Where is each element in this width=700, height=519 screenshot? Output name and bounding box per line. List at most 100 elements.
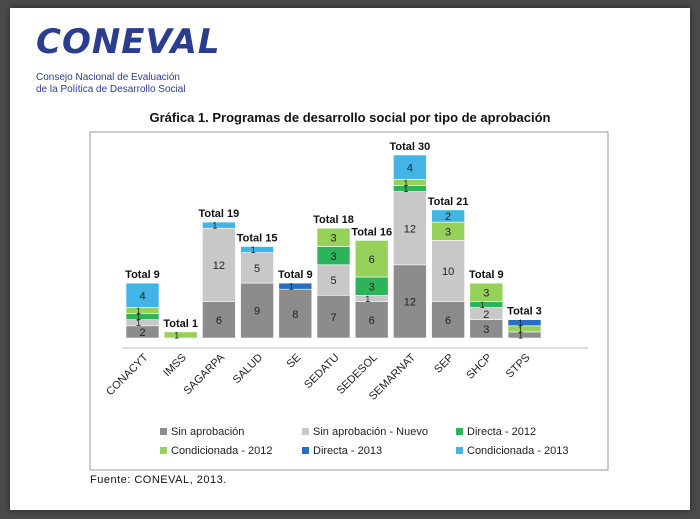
bar-value-label: 3 [330, 233, 336, 245]
bar-total-label: Total 9 [278, 269, 313, 281]
bar-value-label: 1 [289, 282, 294, 292]
bar-total-label: Total 18 [313, 214, 354, 226]
bar-segment [431, 240, 465, 302]
bar-value-label: 6 [369, 254, 375, 266]
bar-total-label: Total 9 [469, 269, 504, 281]
bar-segment [240, 246, 274, 253]
bar-value-label: 3 [369, 281, 375, 293]
legend-swatch [456, 428, 463, 435]
bar-value-label: 1 [136, 318, 141, 328]
legend-label: Sin aprobación - Nuevo [313, 426, 428, 438]
bar-segment [393, 264, 427, 339]
legend-label: Condicionada - 2012 [171, 445, 273, 457]
bar-value-label: 1 [251, 245, 256, 255]
bar-value-label: 4 [139, 290, 145, 302]
bar-value-label: 1 [136, 306, 141, 316]
bar-value-label: 7 [330, 312, 336, 324]
bar-value-label: 2 [139, 327, 145, 339]
bar-segment [278, 282, 313, 290]
bar-total-label: Total 9 [125, 269, 160, 281]
legend-label: Directa - 2012 [467, 426, 536, 438]
bar-total-label: Total 21 [428, 196, 469, 208]
legend: Sin aprobación Sin aprobación - Nuevo Dire… [160, 426, 569, 457]
bar-segment [354, 301, 389, 339]
bar-value-label: 3 [483, 324, 489, 336]
legend-label: Sin aprobación [171, 426, 244, 438]
bar-segment [469, 301, 504, 308]
bar-value-label: 12 [404, 297, 416, 309]
legend-swatch [160, 428, 167, 435]
bar-segment [202, 221, 236, 229]
chart-title: Gráfica 1. Programas de desarrollo socia… [149, 110, 551, 125]
bar-value-label: 10 [442, 266, 454, 278]
logo-wordmark: CONEVAL [36, 22, 221, 62]
bar-value-label: 12 [404, 223, 416, 235]
bar-segment [202, 227, 236, 302]
coneval-logo: CONEVAL Consejo Nacional de Evaluación d… [36, 22, 236, 102]
bar-segment [316, 294, 351, 339]
bar-segment [125, 319, 160, 327]
bar-segment [202, 301, 236, 339]
bar-total-label: Total 1 [163, 318, 198, 330]
bar-value-label: 1 [136, 312, 141, 322]
bar-value-label: 12 [213, 260, 225, 272]
bar-segment [240, 252, 274, 284]
bar-segment [393, 185, 427, 192]
bar-value-label: 6 [445, 315, 451, 327]
bar-segment [431, 301, 465, 339]
bar-value-label: 1 [365, 294, 370, 304]
bar-value-label: 2 [483, 309, 489, 321]
bar-value-label: 6 [216, 315, 222, 327]
bar-value-label: 2 [445, 211, 451, 223]
bar-segment [125, 313, 160, 321]
legend-swatch [456, 447, 463, 454]
bar-value-label: 9 [254, 306, 260, 318]
bar-segment [125, 282, 160, 308]
bar-value-label: 3 [445, 226, 451, 238]
bar-value-label: 6 [369, 315, 375, 327]
bar-value-label: 4 [407, 162, 413, 174]
bar-segment [507, 331, 542, 339]
legend-label: Condicionada - 2013 [467, 445, 569, 457]
legend-swatch [160, 447, 167, 454]
bar-value-label: 3 [330, 251, 336, 263]
bar-segment [316, 227, 351, 247]
bar-segment [469, 282, 504, 302]
bar-segment [393, 154, 427, 180]
bar-segment [354, 294, 389, 302]
bar-value-label: 8 [292, 309, 298, 321]
bar-segment [507, 325, 542, 333]
bar-segment [354, 240, 389, 278]
bar-value-label: 1 [174, 330, 179, 340]
bar-value-label: 3 [483, 287, 489, 299]
bar-total-label: Total 15 [237, 233, 278, 245]
source-note: Fuente: CONEVAL, 2013. [90, 474, 227, 486]
bar-segment [240, 282, 274, 339]
legend-label: Directa - 2013 [313, 445, 382, 457]
bar-value-label: 1 [518, 318, 523, 328]
bar-value-label: 1 [480, 300, 485, 310]
bar-value-label: 5 [330, 275, 336, 287]
logo-subtitle-line-1: Consejo Nacional de Evaluación [36, 72, 180, 83]
bar-value-label: 1 [212, 221, 217, 231]
bar-segment [431, 209, 465, 223]
bar-segment [507, 319, 542, 327]
bar-total-label: Total 30 [390, 141, 431, 153]
bar-value-label: 1 [518, 324, 523, 334]
bar-segment [163, 331, 198, 339]
bar-total-label: Total 19 [199, 208, 240, 220]
bar-value-label: 5 [254, 263, 260, 275]
bar-segment [316, 264, 351, 296]
bar-segment [125, 307, 160, 314]
legend-swatch [302, 447, 309, 454]
bar-value-label: 1 [403, 184, 408, 194]
bar-segment [393, 179, 427, 186]
bar-segment [278, 288, 313, 339]
bar-value-label: 1 [403, 178, 408, 188]
legend-swatch [302, 428, 309, 435]
bar-value-label: 1 [518, 330, 523, 340]
logo-subtitle-line-2: de la Política de Desarrollo Social [36, 84, 186, 95]
slide-page: CONEVAL Consejo Nacional de Evaluación d… [10, 8, 690, 510]
